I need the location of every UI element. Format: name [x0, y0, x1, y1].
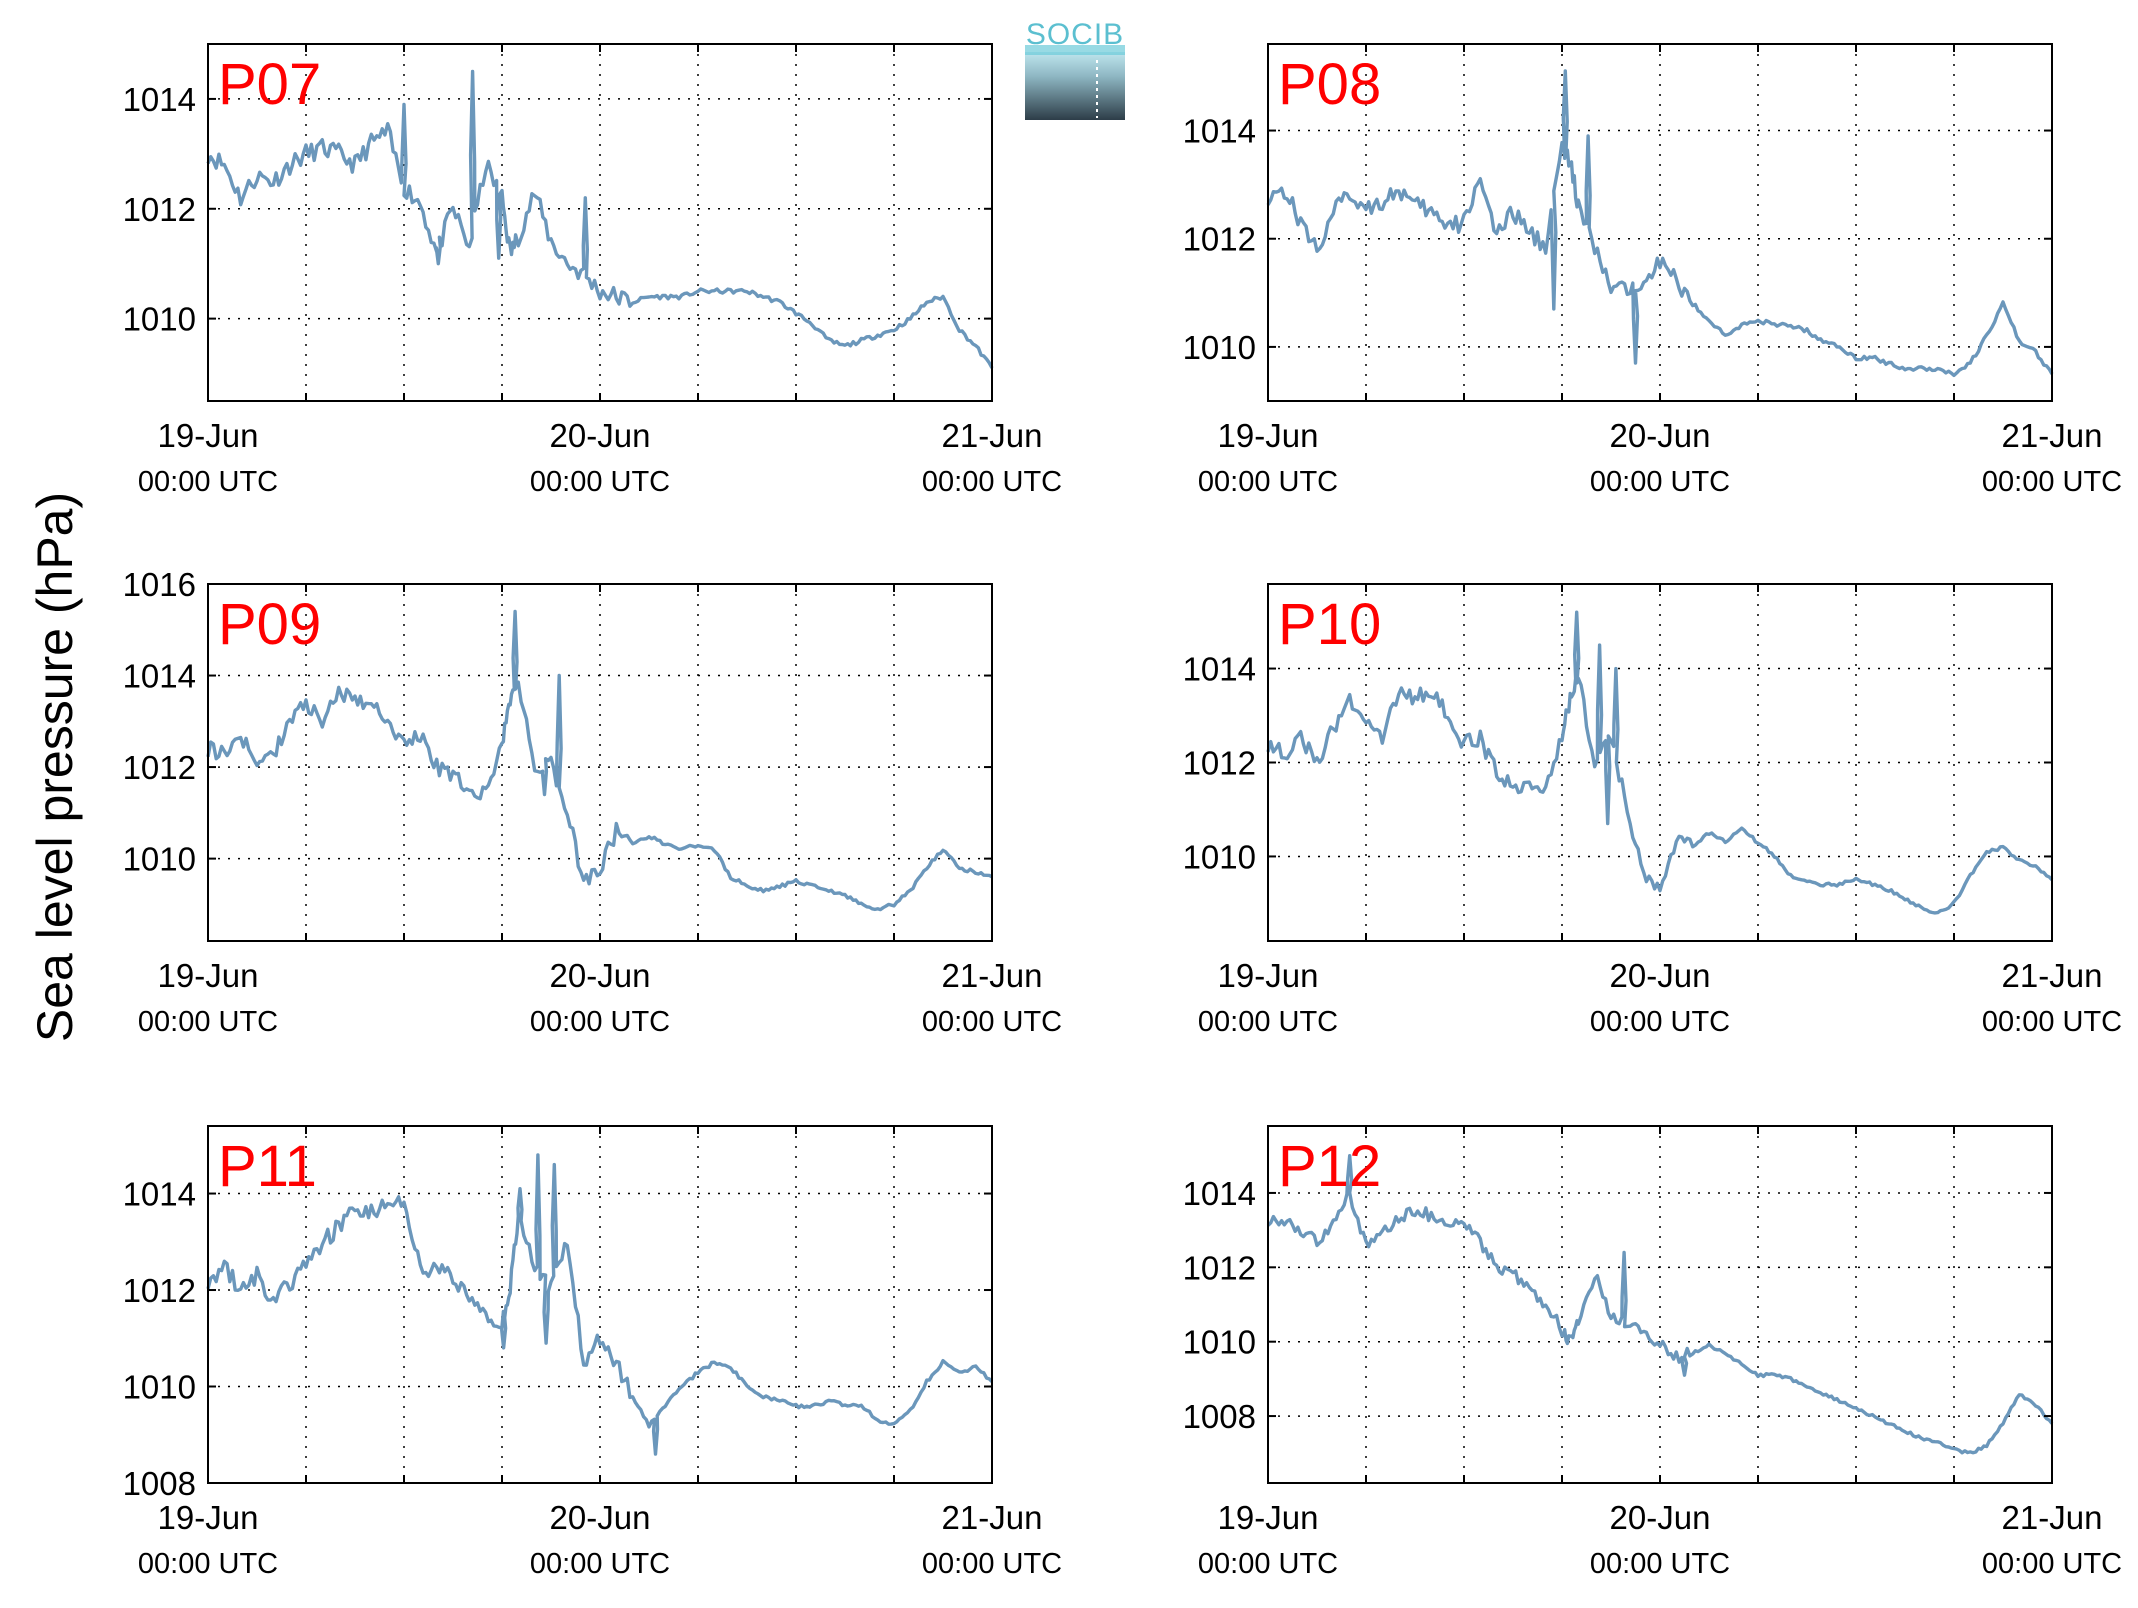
x-tick-label: 21-Jun — [2002, 417, 2103, 454]
y-axis-label: Sea level pressure (hPa) — [27, 492, 83, 1042]
x-tick-sublabel: 00:00 UTC — [530, 1006, 670, 1038]
y-tick-label: 1008 — [1183, 1398, 1256, 1435]
x-tick-label: 21-Jun — [942, 417, 1043, 454]
y-tick-label: 1010 — [1183, 838, 1256, 875]
station-label: P12 — [1278, 1134, 1381, 1199]
y-tick-label: 1012 — [123, 191, 196, 228]
x-tick-sublabel: 00:00 UTC — [530, 1548, 670, 1580]
y-tick-label: 1014 — [1183, 113, 1256, 150]
x-tick-label: 20-Jun — [550, 417, 651, 454]
x-tick-label: 19-Jun — [1218, 957, 1319, 994]
x-tick-sublabel: 00:00 UTC — [138, 466, 278, 498]
y-tick-label: 1010 — [123, 1369, 196, 1406]
x-tick-sublabel: 00:00 UTC — [1982, 1006, 2122, 1038]
series-line-p10 — [1266, 610, 2054, 915]
x-tick-label: 20-Jun — [550, 1499, 651, 1536]
y-tick-label: 1014 — [123, 658, 196, 695]
x-tick-label: 20-Jun — [1610, 417, 1711, 454]
x-tick-sublabel: 00:00 UTC — [1198, 1548, 1338, 1580]
x-tick-label: 21-Jun — [2002, 1499, 2103, 1536]
series-line-p12 — [1266, 1154, 2054, 1455]
panel-p07: 1010 1012 1014 19-Jun 00:00 UTC 20-Jun 00:00 U… — [123, 43, 1062, 498]
y-tick-label: 1012 — [1183, 221, 1256, 258]
y-tick-label: 1012 — [123, 749, 196, 786]
x-tick-sublabel: 00:00 UTC — [1590, 1548, 1730, 1580]
y-tick-label: 1014 — [123, 1176, 196, 1213]
y-tick-label: 1014 — [123, 81, 196, 118]
plot-area — [208, 584, 992, 941]
x-tick-sublabel: 00:00 UTC — [1198, 1006, 1338, 1038]
x-tick-sublabel: 00:00 UTC — [1982, 1548, 2122, 1580]
x-tick-label: 20-Jun — [1610, 1499, 1711, 1536]
x-tick-label: 19-Jun — [158, 1499, 259, 1536]
y-tick-label: 1012 — [1183, 1249, 1256, 1286]
plot-area — [1268, 44, 2052, 401]
plot-area — [208, 1126, 992, 1483]
x-tick-label: 20-Jun — [1610, 957, 1711, 994]
socib-logo: SOCIB — [1025, 18, 1125, 120]
series-line-p08 — [1266, 69, 2054, 378]
x-tick-label: 21-Jun — [942, 1499, 1043, 1536]
y-tick-label: 1016 — [123, 566, 196, 603]
y-tick-label: 1012 — [1183, 745, 1256, 782]
panel-p08: 1010 1012 1014 19-Jun 00:00 UTC 20-Jun 00:00 U… — [1183, 43, 2122, 498]
y-tick-label: 1014 — [1183, 1175, 1256, 1212]
x-tick-label: 20-Jun — [550, 957, 651, 994]
y-tick-label: 1014 — [1183, 651, 1256, 688]
x-tick-sublabel: 00:00 UTC — [1590, 466, 1730, 498]
x-tick-label: 19-Jun — [1218, 417, 1319, 454]
panel-p10: 1010 1012 1014 19-Jun 00:00 UTC 20-Jun 00:00 U… — [1183, 583, 2122, 1038]
x-tick-label: 19-Jun — [1218, 1499, 1319, 1536]
station-label: P07 — [218, 52, 321, 117]
series-line-p11 — [206, 1153, 994, 1456]
x-tick-sublabel: 00:00 UTC — [922, 1006, 1062, 1038]
x-tick-label: 19-Jun — [158, 957, 259, 994]
x-tick-sublabel: 00:00 UTC — [1198, 466, 1338, 498]
station-label: P08 — [1278, 52, 1381, 117]
panel-p09: 1010 1012 1014 1016 19-Jun 00:00 UTC 20-Jun 00:… — [123, 566, 1063, 1038]
x-tick-sublabel: 00:00 UTC — [922, 466, 1062, 498]
y-tick-label: 1012 — [123, 1272, 196, 1309]
plot-area — [1268, 1126, 2052, 1483]
x-tick-label: 19-Jun — [158, 417, 259, 454]
y-tick-label: 1010 — [1183, 329, 1256, 366]
x-tick-sublabel: 00:00 UTC — [138, 1006, 278, 1038]
series-line-p09 — [206, 609, 993, 912]
plot-area — [208, 44, 992, 401]
x-tick-label: 21-Jun — [2002, 957, 2103, 994]
x-tick-sublabel: 00:00 UTC — [138, 1548, 278, 1580]
station-label: P10 — [1278, 592, 1381, 657]
x-tick-sublabel: 00:00 UTC — [1982, 466, 2122, 498]
station-label: P09 — [218, 592, 321, 657]
y-tick-label: 1010 — [123, 301, 196, 338]
x-tick-sublabel: 00:00 UTC — [922, 1548, 1062, 1580]
series-line-p07 — [206, 69, 994, 369]
y-tick-label: 1010 — [123, 841, 196, 878]
logo-text: SOCIB — [1026, 18, 1124, 51]
y-tick-label: 1008 — [123, 1465, 196, 1502]
panel-p12: 1008 1010 1012 1014 19-Jun 00:00 UTC 20-Jun 00:… — [1183, 1125, 2122, 1580]
x-tick-sublabel: 00:00 UTC — [530, 466, 670, 498]
station-label: P11 — [218, 1134, 317, 1199]
x-tick-label: 21-Jun — [942, 957, 1043, 994]
y-tick-label: 1010 — [1183, 1324, 1256, 1361]
x-tick-sublabel: 00:00 UTC — [1590, 1006, 1730, 1038]
panel-p11: 1008 1010 1012 1014 19-Jun 00:00 UTC 20-Jun 00:… — [123, 1125, 1062, 1580]
